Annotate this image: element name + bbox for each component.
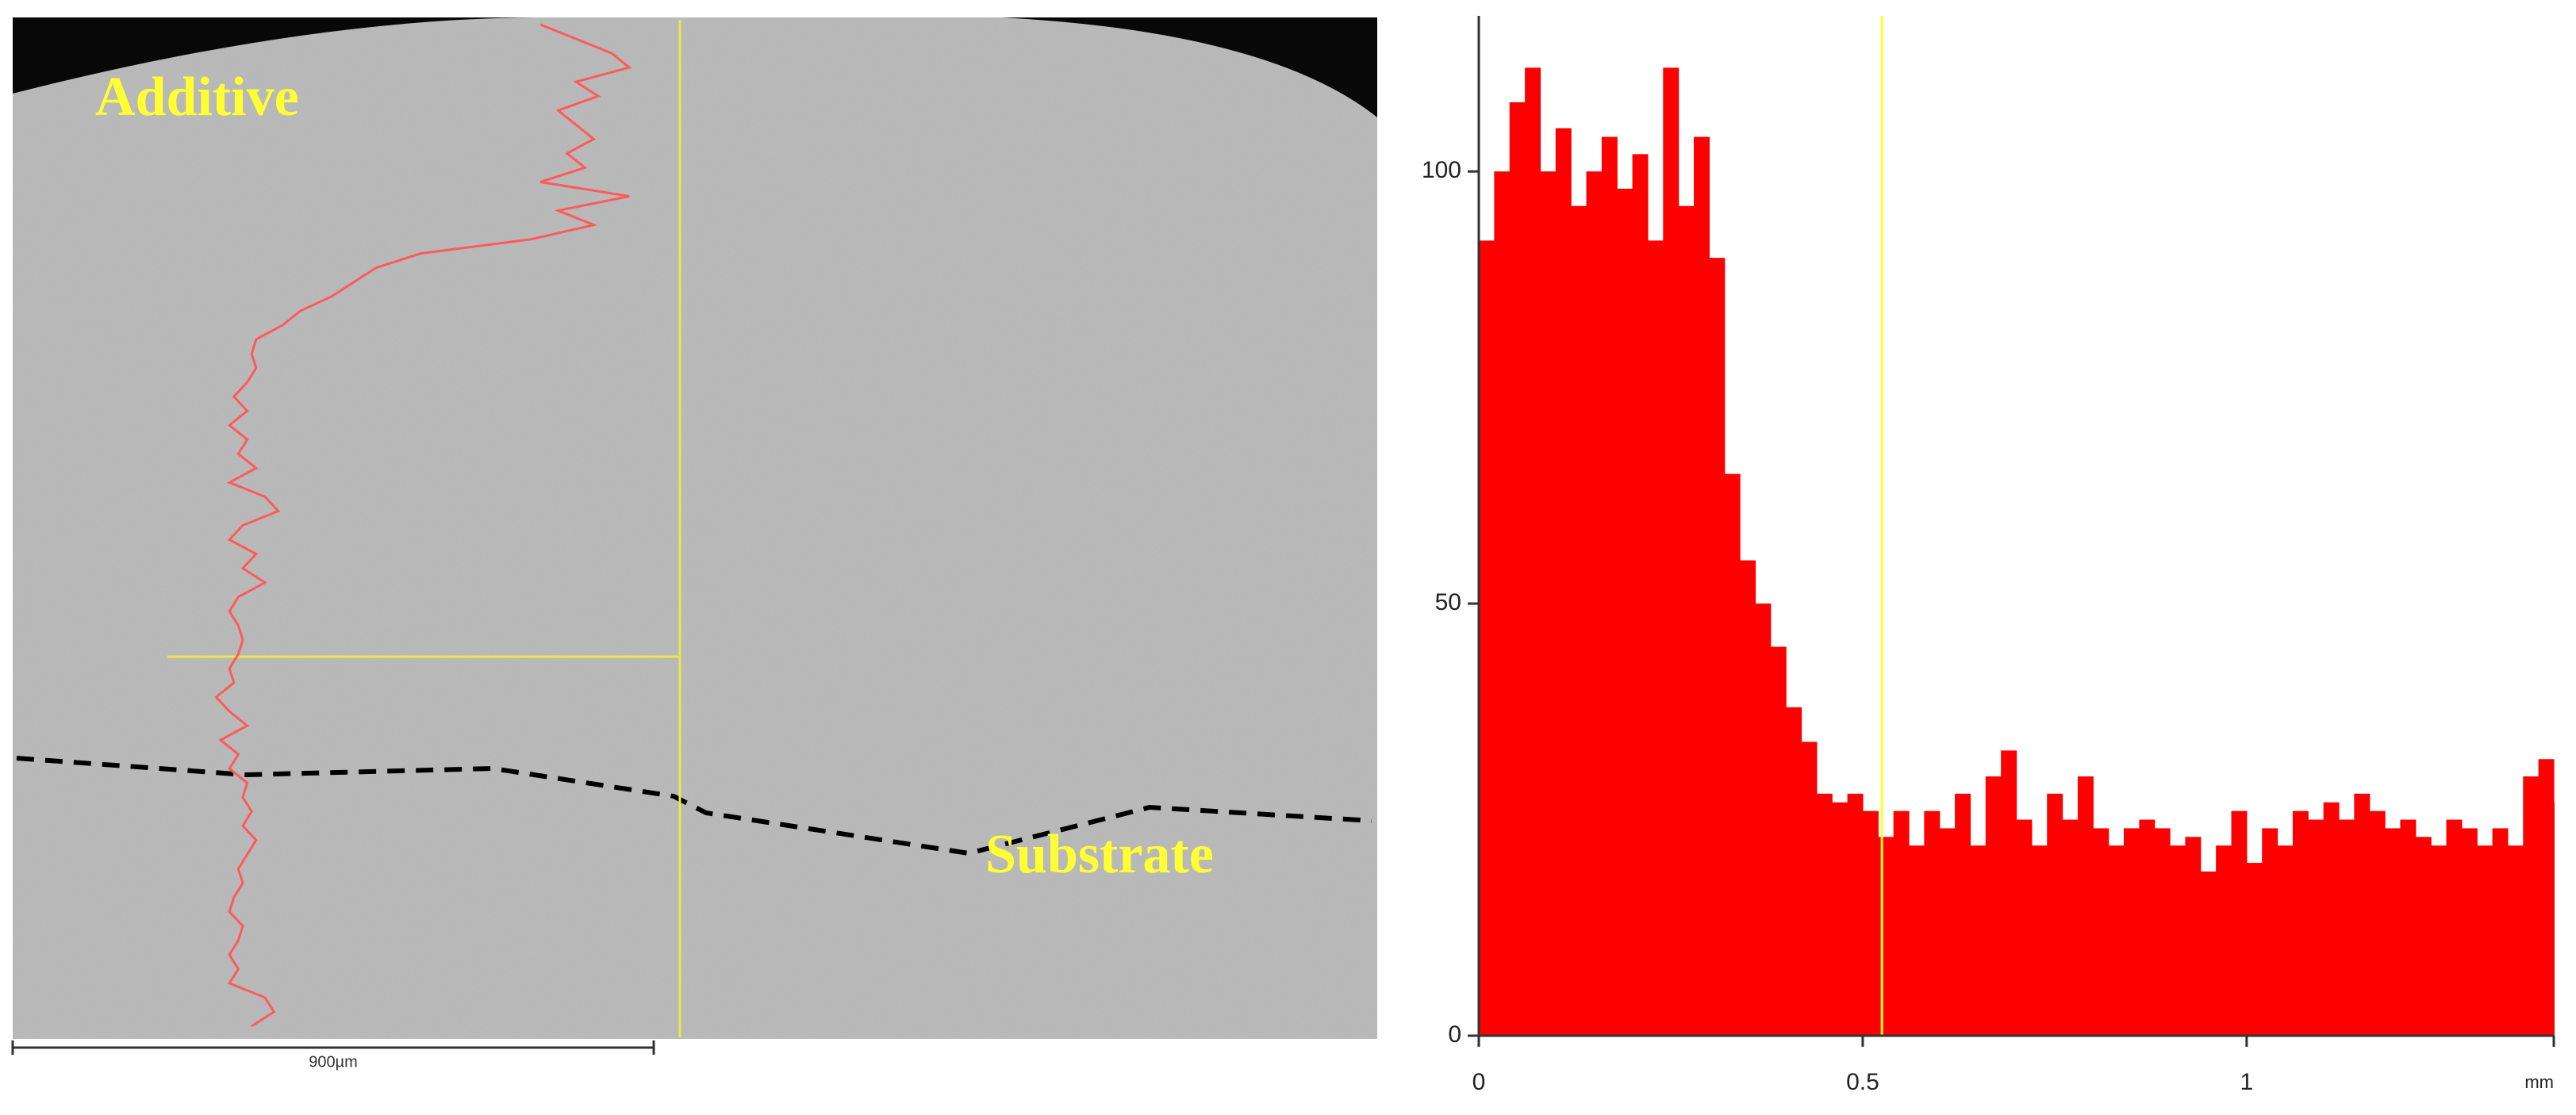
histogram-bar xyxy=(2231,810,2248,1036)
mount-region xyxy=(13,17,555,94)
histogram-chart: 0 50 100 0 0.5 1 mm xyxy=(1422,16,2555,1095)
histogram-bar xyxy=(2139,819,2156,1036)
histogram-bar xyxy=(1632,154,1649,1036)
y-tick-label: 100 xyxy=(1422,157,1461,183)
histogram-bar xyxy=(2507,845,2524,1036)
histogram-bar xyxy=(1909,845,1925,1036)
histogram-bar xyxy=(2001,750,2017,1036)
histogram-bar xyxy=(2016,819,2033,1036)
histogram-bar xyxy=(2154,828,2171,1036)
x-tick-label: 0 xyxy=(1472,1069,1486,1095)
histogram-bar xyxy=(2369,810,2386,1036)
profile-overlay xyxy=(214,23,632,1028)
histogram-bar xyxy=(2385,828,2401,1036)
histogram-bar xyxy=(1801,741,1818,1036)
histogram-bar xyxy=(2538,759,2555,1036)
histogram-bar xyxy=(2200,871,2217,1036)
histogram-bar xyxy=(1555,128,1572,1036)
histogram-bar xyxy=(1571,205,1587,1036)
histogram-bar xyxy=(1939,828,1956,1036)
histogram-bar xyxy=(1755,603,1772,1036)
histogram-bar xyxy=(2216,845,2232,1036)
histogram-bar xyxy=(1494,171,1511,1036)
histogram-bar xyxy=(1724,473,1741,1036)
histogram-bar xyxy=(1816,793,1833,1036)
histogram-bar xyxy=(2093,828,2110,1036)
histogram-bar xyxy=(2446,819,2463,1036)
interface-line xyxy=(16,756,1372,856)
histogram-bar xyxy=(2246,863,2263,1036)
histogram-bar xyxy=(2354,793,2371,1036)
histogram-bar xyxy=(1770,646,1787,1036)
histogram-bar xyxy=(1924,810,1941,1036)
histogram-bar xyxy=(1540,171,1557,1036)
histogram-bar xyxy=(2323,802,2340,1036)
histogram-bar xyxy=(2400,819,2417,1036)
y-tick-label: 50 xyxy=(1435,589,1461,615)
histogram-bar xyxy=(2339,819,2355,1036)
histogram-bar xyxy=(1647,240,1664,1036)
histogram-bar xyxy=(2554,802,2555,1036)
histogram-bar xyxy=(2262,828,2278,1036)
histogram-bar xyxy=(2292,810,2309,1036)
histogram-bar xyxy=(2185,837,2202,1036)
y-tick-label: 0 xyxy=(1448,1021,1461,1048)
histogram-bar xyxy=(2062,819,2079,1036)
histogram-bar xyxy=(2031,845,2048,1036)
histogram-bar xyxy=(1893,810,1910,1036)
histogram-bar xyxy=(1862,810,1879,1036)
histogram-bar xyxy=(1617,188,1634,1036)
histogram-bar xyxy=(2523,776,2540,1036)
histogram-bar xyxy=(1985,776,2002,1036)
histogram-bar xyxy=(1479,240,1495,1036)
histogram-bar xyxy=(1970,845,1987,1036)
mount-region xyxy=(1001,17,1377,117)
histogram-bar xyxy=(1878,837,1895,1036)
histogram-bar xyxy=(1740,560,1756,1036)
histogram-bar xyxy=(2308,819,2325,1036)
histogram-bar xyxy=(2461,828,2478,1036)
histogram-bar xyxy=(2431,845,2447,1036)
x-tick-label: 0.5 xyxy=(1846,1069,1879,1095)
histogram-bar xyxy=(2277,845,2294,1036)
histogram-bar xyxy=(1586,171,1603,1036)
histogram-bar xyxy=(1601,136,1618,1036)
histogram-bar xyxy=(1525,67,1541,1036)
histogram-bar xyxy=(2170,845,2186,1036)
scale-bar-label: 900µm xyxy=(309,1053,358,1071)
micrograph-texture xyxy=(13,17,1377,1039)
histogram-bar xyxy=(2124,828,2140,1036)
label-substrate: Substrate xyxy=(985,824,1214,885)
histogram-bar xyxy=(2492,828,2509,1036)
micrograph: Additive Substrate xyxy=(13,17,1377,1039)
histogram-bar xyxy=(2477,845,2493,1036)
histogram-bar xyxy=(1694,136,1710,1036)
histogram-bar xyxy=(2415,837,2432,1036)
histogram-bar xyxy=(1847,793,1864,1036)
histogram-bar xyxy=(1663,67,1680,1036)
histogram-bar xyxy=(2077,776,2094,1036)
histogram-bar xyxy=(2108,845,2125,1036)
x-tick-label: 1 xyxy=(2240,1069,2254,1095)
histogram-bar xyxy=(1786,707,1802,1036)
histogram-bar xyxy=(1709,258,1726,1036)
x-axis-unit: mm xyxy=(2524,1072,2554,1092)
histogram-bar xyxy=(1678,205,1695,1036)
histogram-bar xyxy=(1832,802,1849,1036)
histogram-bar xyxy=(1509,102,1526,1036)
histogram-bar xyxy=(1955,793,1971,1036)
label-additive: Additive xyxy=(95,67,299,128)
histogram-bar xyxy=(2047,793,2063,1036)
